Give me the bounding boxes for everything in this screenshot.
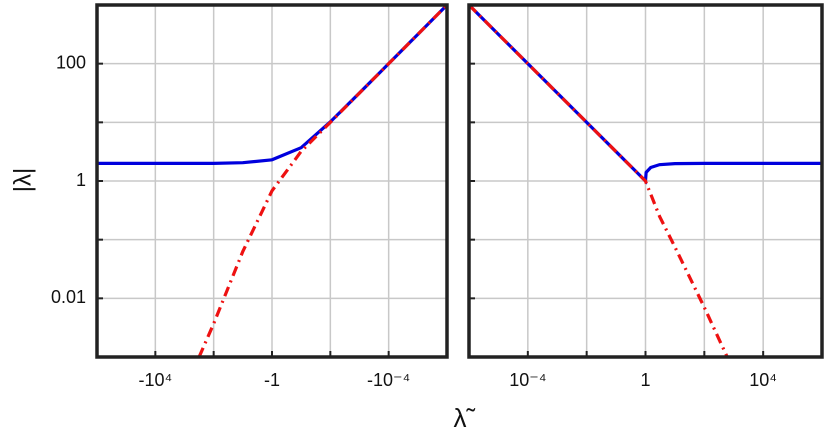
- x-axis-label: λ̃: [454, 403, 476, 433]
- x-tick-label: 10⁴: [749, 370, 777, 390]
- x-tick-label: 1: [640, 370, 650, 390]
- data-line: [469, 5, 729, 357]
- data-line: [197, 5, 447, 357]
- y-tick-label: 0.01: [51, 287, 86, 307]
- x-tick-label: 10⁻⁴: [509, 370, 546, 390]
- plot-frame: [95, 3, 449, 359]
- x-tick-label: -10⁴: [138, 370, 172, 390]
- x-tick-label: -10⁻⁴: [367, 370, 410, 390]
- data-line: [97, 5, 447, 165]
- plot-frame: [467, 3, 824, 359]
- y-axis-label: |λ|: [9, 168, 36, 192]
- x-tick-label: -1: [264, 370, 280, 390]
- y-tick-label: 1: [76, 170, 86, 190]
- y-tick-label: 100: [56, 52, 86, 72]
